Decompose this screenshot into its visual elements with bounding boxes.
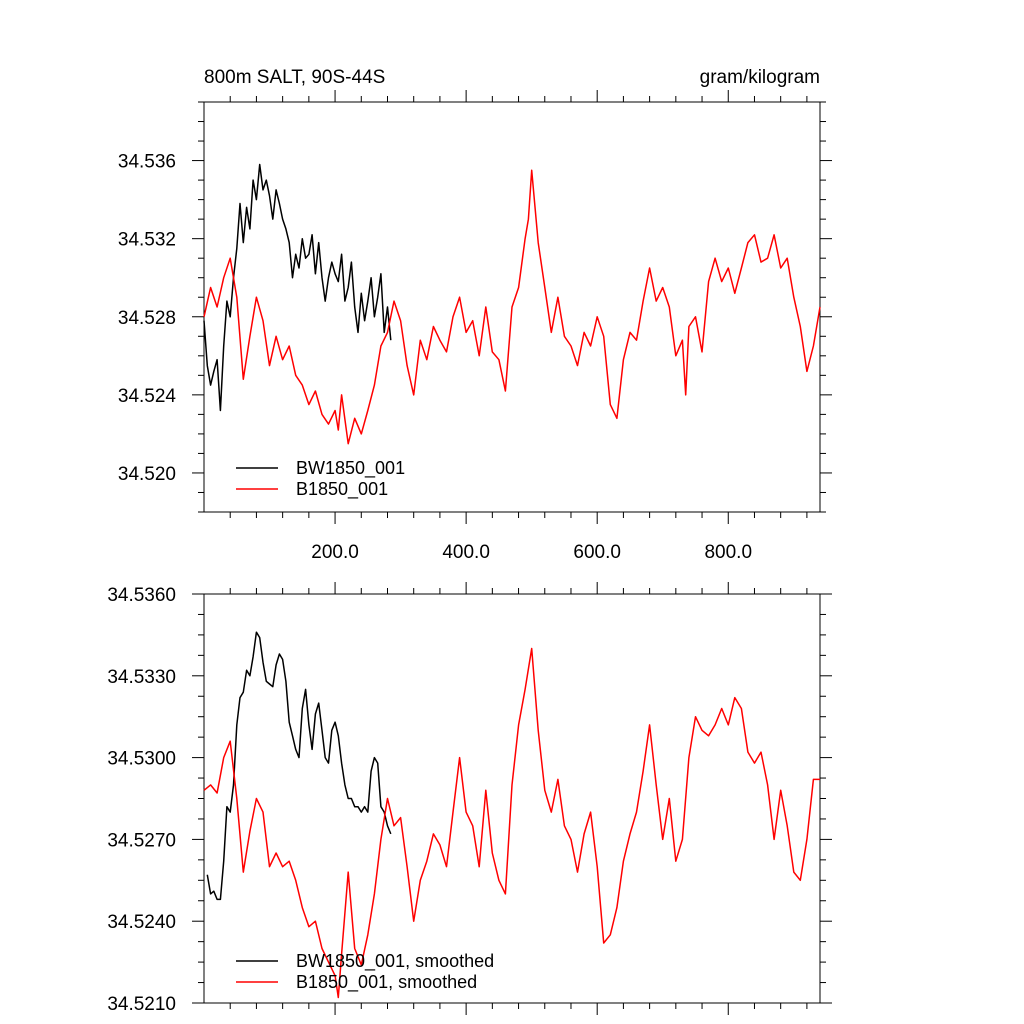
legend-label-1: BW1850_001: [296, 458, 405, 479]
series-line-2: [203, 647, 820, 999]
legend-label-2: B1850_001: [296, 479, 388, 500]
y-tick-label: 34.5300: [107, 749, 176, 770]
y-tick-label: 34.5270: [107, 830, 176, 851]
chart-title: 800m SALT, 90S-44S: [204, 67, 385, 88]
series-line-2: [203, 169, 821, 445]
x-tick-label: 200.0: [311, 542, 359, 563]
y-tick-label: 34.5360: [107, 585, 176, 606]
series-line-1: [206, 631, 392, 901]
y-tick-label: 34.524: [118, 386, 177, 407]
series-line-1: [203, 163, 392, 412]
y-tick-label: 34.5240: [107, 912, 176, 933]
legend-label-2: B1850_001, smoothed: [296, 972, 477, 993]
y-tick-label: 34.528: [118, 308, 176, 329]
y-tick-label: 34.532: [118, 230, 176, 251]
y-tick-label: 34.5210: [107, 994, 176, 1015]
x-tick-label: 400.0: [442, 542, 490, 563]
y-tick-label: 34.5330: [107, 667, 176, 688]
chart-units: gram/kilogram: [700, 67, 820, 88]
legend-label-1: BW1850_001, smoothed: [296, 951, 494, 972]
y-tick-label: 34.520: [118, 464, 176, 485]
top-plot-area: 200.0 400.0 600.0 800.0 34.520 34.524 34.528 34…: [118, 90, 832, 563]
bottom-plot-area: 34.5210 34.5240 34.5270 34.5300 34.5330 34.53…: [107, 582, 832, 1015]
x-tick-label: 800.0: [704, 542, 752, 563]
y-tick-label: 34.536: [118, 152, 176, 173]
x-tick-label: 600.0: [573, 542, 621, 563]
